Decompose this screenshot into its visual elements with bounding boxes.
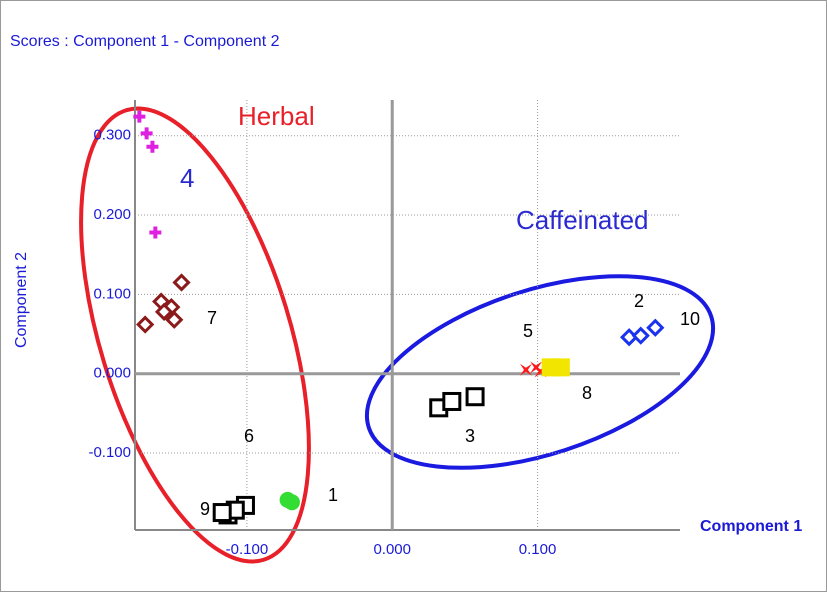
annotation: 2 xyxy=(634,291,644,311)
data-point xyxy=(154,302,174,321)
x-tick-label: 0.000 xyxy=(373,541,411,558)
annotation: 10 xyxy=(680,309,700,329)
data-point xyxy=(140,127,153,140)
y-tick-label: 0.100 xyxy=(93,285,131,302)
x-axis-label: Component 1 xyxy=(700,518,802,535)
annotation: 1 xyxy=(328,485,338,505)
x-tick-label: -0.100 xyxy=(226,541,269,558)
y-tick-label: 0.000 xyxy=(93,365,131,382)
y-tick-label: 0.300 xyxy=(93,127,131,144)
data-point xyxy=(631,326,650,345)
annotation: 5 xyxy=(523,321,533,341)
data-point xyxy=(133,110,146,123)
y-tick-label: 0.200 xyxy=(93,206,131,223)
chart-title: Scores : Component 1 - Component 2 xyxy=(10,33,280,50)
y-tick-label: -0.100 xyxy=(88,444,131,461)
data-point xyxy=(283,494,300,511)
annotation: 7 xyxy=(207,308,217,328)
annotation: 9 xyxy=(200,499,210,519)
data-point xyxy=(172,273,191,292)
y-axis-label: Component 2 xyxy=(13,252,30,348)
data-point xyxy=(519,363,532,376)
data-point xyxy=(646,318,665,337)
herbal-ellipse xyxy=(79,106,311,564)
x-tick-label: 0.100 xyxy=(519,541,557,558)
data-point xyxy=(146,140,159,153)
data-point xyxy=(442,391,462,411)
annotation: 3 xyxy=(465,426,475,446)
data-point xyxy=(136,315,155,334)
data-point xyxy=(551,358,570,377)
annotation: 8 xyxy=(582,383,592,403)
caffeinated-ellipse xyxy=(364,274,716,470)
data-point xyxy=(165,310,184,329)
data-point xyxy=(149,226,162,239)
data-point xyxy=(212,503,232,523)
data-point xyxy=(465,387,485,407)
annotation: 4 xyxy=(180,163,194,193)
annotation: Caffeinated xyxy=(516,205,649,235)
annotation: Herbal xyxy=(238,101,315,131)
annotation: 6 xyxy=(244,426,254,446)
